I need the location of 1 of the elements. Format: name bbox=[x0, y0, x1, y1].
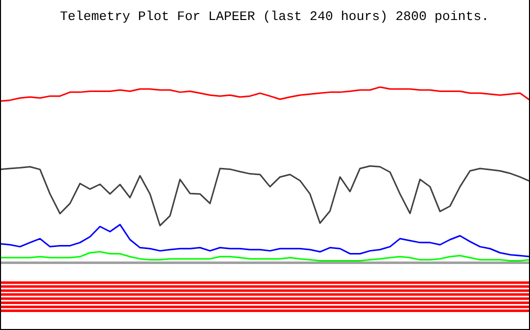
chart-title: Telemetry Plot For LAPEER (last 240 hours) 2800 points. bbox=[60, 9, 490, 24]
